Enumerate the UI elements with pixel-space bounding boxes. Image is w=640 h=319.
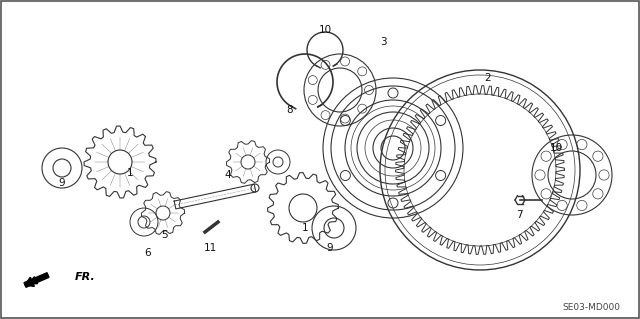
Text: 3: 3 <box>380 37 387 47</box>
Text: 5: 5 <box>162 230 168 240</box>
Text: 10: 10 <box>319 25 332 35</box>
Text: 1: 1 <box>127 168 133 178</box>
Text: 2: 2 <box>484 73 492 83</box>
Text: 8: 8 <box>287 105 293 115</box>
Text: 11: 11 <box>204 243 216 253</box>
Text: 7: 7 <box>516 210 522 220</box>
Polygon shape <box>24 273 49 287</box>
Text: 1: 1 <box>301 223 308 233</box>
Polygon shape <box>25 277 35 286</box>
Text: 6: 6 <box>145 248 151 258</box>
Text: FR.: FR. <box>75 272 96 282</box>
Text: 9: 9 <box>59 178 65 188</box>
Text: 4: 4 <box>225 170 231 180</box>
Text: SE03-MD000: SE03-MD000 <box>562 303 620 313</box>
Text: 9: 9 <box>326 243 333 253</box>
Text: 10: 10 <box>549 143 563 153</box>
